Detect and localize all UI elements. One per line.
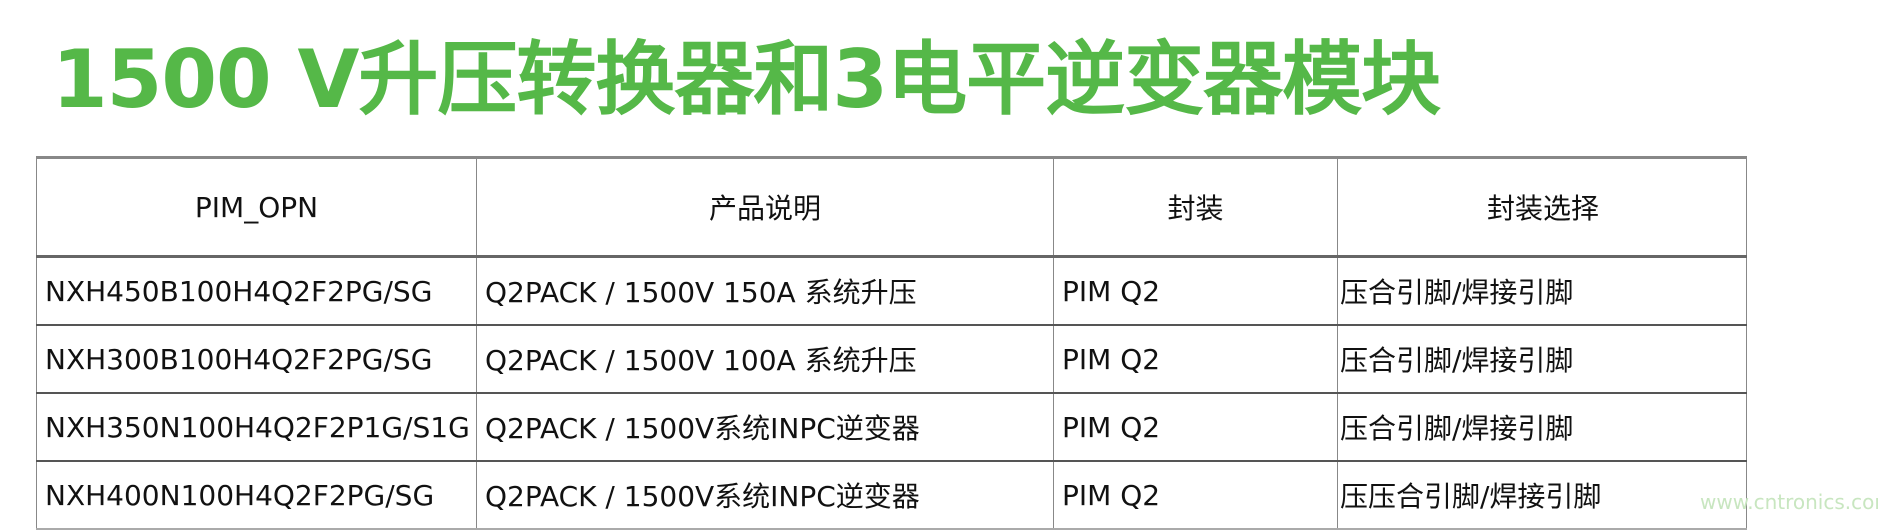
cell-pim-opn: NXH300B100H4Q2F2PG/SG [36, 325, 477, 394]
header-pim-opn: PIM_OPN [36, 156, 477, 258]
cell-package: PIM Q2 [1053, 393, 1338, 462]
header-package: 封装 [1053, 156, 1338, 258]
cell-package: PIM Q2 [1053, 256, 1338, 326]
cell-package: PIM Q2 [1053, 325, 1338, 394]
cell-description: Q2PACK / 1500V 100A 系统升压 [476, 325, 1054, 394]
watermark: www.cntronics.com [1700, 490, 1878, 514]
cell-package-option: 压压合引脚/焊接引脚 [1337, 461, 1747, 530]
table-header-row: PIM_OPN 产品说明 封装 封装选择 [36, 156, 1747, 258]
table-row: NXH350N100H4Q2F2P1G/S1G Q2PACK / 1500V系统… [36, 393, 1747, 462]
page-title: 1500 V升压转换器和3电平逆变器模块 [52, 33, 1441, 126]
table-row: NXH400N100H4Q2F2PG/SG Q2PACK / 1500V系统IN… [36, 461, 1747, 530]
cell-pim-opn: NXH450B100H4Q2F2PG/SG [36, 256, 477, 326]
header-description: 产品说明 [476, 156, 1054, 258]
cell-pim-opn: NXH400N100H4Q2F2PG/SG [36, 461, 477, 530]
cell-package-option: 压合引脚/焊接引脚 [1337, 325, 1747, 394]
cell-description: Q2PACK / 1500V系统INPC逆变器 [476, 393, 1054, 462]
header-package-option: 封装选择 [1337, 156, 1747, 258]
cell-package-option: 压合引脚/焊接引脚 [1337, 393, 1747, 462]
cell-description: Q2PACK / 1500V 150A 系统升压 [476, 256, 1054, 326]
cell-pim-opn: NXH350N100H4Q2F2P1G/S1G [36, 393, 477, 462]
table-row: NXH300B100H4Q2F2PG/SG Q2PACK / 1500V 100… [36, 325, 1747, 394]
table-row: NXH450B100H4Q2F2PG/SG Q2PACK / 1500V 150… [36, 256, 1747, 326]
cell-description: Q2PACK / 1500V系统INPC逆变器 [476, 461, 1054, 530]
cell-package-option: 压合引脚/焊接引脚 [1337, 256, 1747, 326]
product-table: PIM_OPN 产品说明 封装 封装选择 NXH450B100H4Q2F2PG/… [36, 156, 1747, 530]
cell-package: PIM Q2 [1053, 461, 1338, 530]
